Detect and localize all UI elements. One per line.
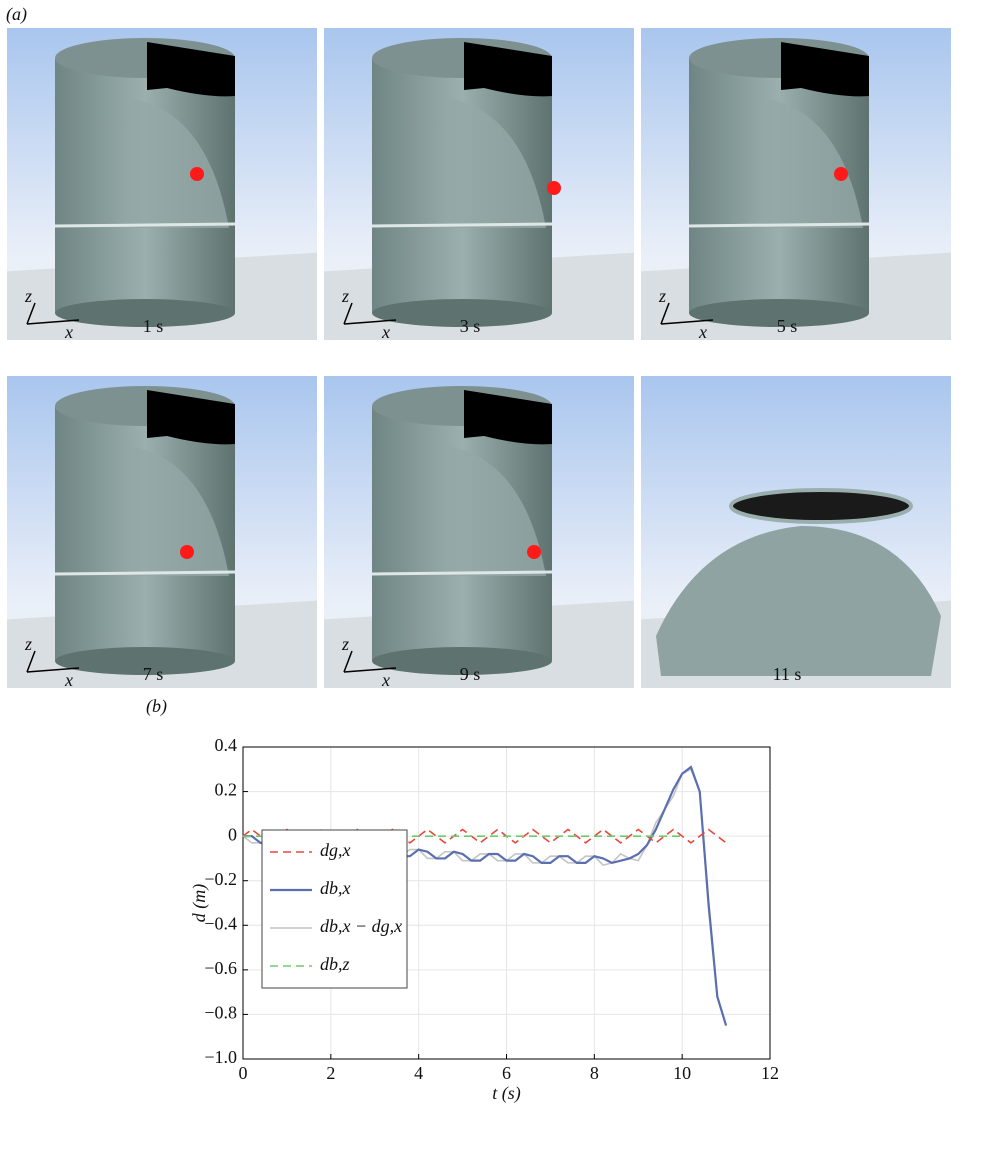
frame-time: 7 s: [143, 664, 164, 684]
x-tick-label: 0: [239, 1063, 248, 1083]
axis-z: z: [24, 634, 32, 654]
frame-time: 5 s: [777, 316, 798, 336]
axis-x: x: [698, 322, 707, 342]
ring: [372, 224, 552, 226]
legend-label: db,x: [320, 878, 351, 898]
axis-z: z: [658, 286, 666, 306]
y-tick-label: −1.0: [204, 1047, 237, 1067]
y-axis-label: d (m): [189, 884, 210, 923]
legend-label: db,z: [320, 954, 350, 974]
lid: [731, 490, 911, 522]
axis-x: x: [64, 670, 73, 690]
x-axis-label: t (s): [492, 1083, 521, 1104]
axis-z: z: [24, 286, 32, 306]
marker: [527, 545, 541, 559]
ring: [372, 572, 552, 574]
frame-time: 9 s: [460, 664, 481, 684]
panel-label: (b): [146, 696, 167, 717]
marker: [180, 545, 194, 559]
frame: z x 5 s: [641, 28, 951, 342]
y-tick-label: −0.2: [204, 869, 237, 889]
ring: [55, 572, 235, 574]
axis-z: z: [341, 286, 349, 306]
x-tick-label: 4: [414, 1063, 423, 1083]
y-tick-label: 0.2: [215, 780, 238, 800]
figure: (a) z x 1 s z x 3 s z x 5 s z x 7 s z x 9 s 11 s (b) −1.0…: [0, 0, 990, 1144]
frame-time: 3 s: [460, 316, 481, 336]
x-tick-label: 8: [590, 1063, 599, 1083]
panel-label: (a): [6, 4, 27, 25]
frame-time: 11 s: [773, 664, 802, 684]
axis-x: x: [64, 322, 73, 342]
axis-x: x: [381, 322, 390, 342]
frame: z x 7 s: [7, 376, 317, 690]
legend-label: dg,x: [320, 840, 351, 860]
x-tick-label: 10: [673, 1063, 691, 1083]
x-tick-label: 2: [326, 1063, 335, 1083]
frame-time: 1 s: [143, 316, 164, 336]
ring: [55, 224, 235, 226]
axis-z: z: [341, 634, 349, 654]
frame: z x 9 s: [324, 376, 634, 690]
marker: [190, 167, 204, 181]
y-tick-label: 0.4: [215, 735, 238, 755]
axis-x: x: [381, 670, 390, 690]
legend-label: db,x − dg,x: [320, 916, 402, 936]
y-tick-label: 0: [228, 824, 237, 844]
frame: z x 3 s: [324, 28, 634, 342]
y-tick-label: −0.8: [204, 1003, 237, 1023]
marker: [547, 181, 561, 195]
frame: z x 1 s: [7, 28, 317, 342]
ring: [689, 224, 869, 226]
y-tick-label: −0.4: [204, 913, 237, 933]
y-tick-label: −0.6: [204, 958, 237, 978]
x-tick-label: 6: [502, 1063, 511, 1083]
marker: [834, 167, 848, 181]
frame: 11 s: [641, 376, 951, 688]
x-tick-label: 12: [761, 1063, 779, 1083]
